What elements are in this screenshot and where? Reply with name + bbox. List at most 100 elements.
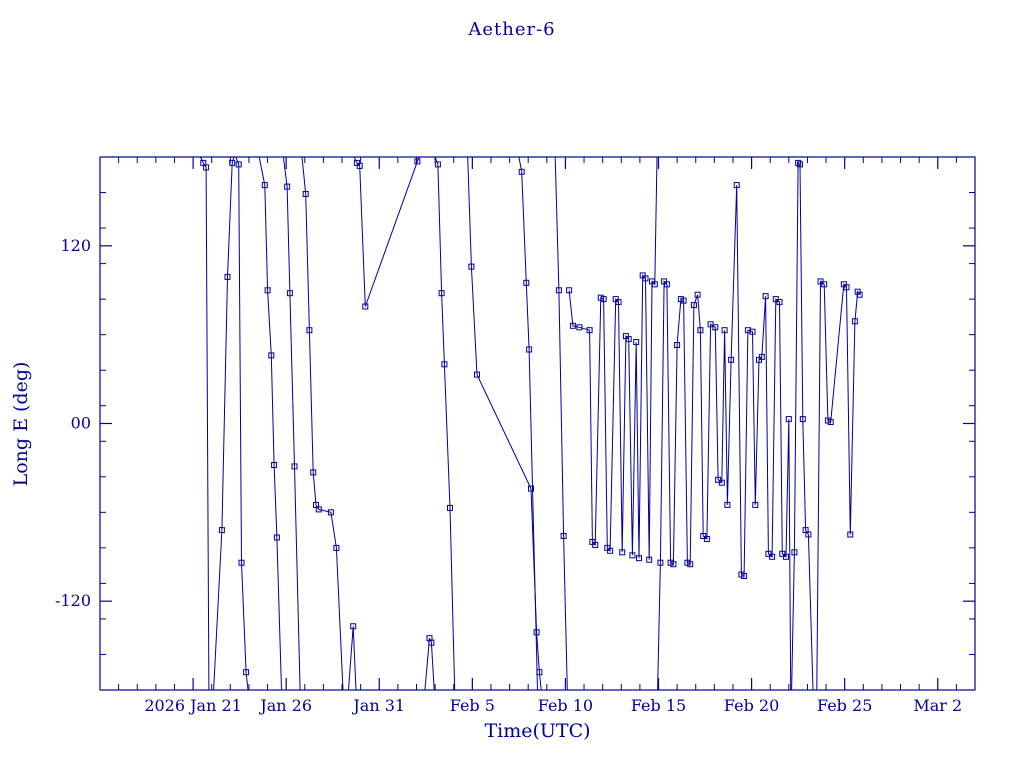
series-line xyxy=(348,626,357,691)
series-line xyxy=(568,156,658,560)
series-line xyxy=(467,156,542,691)
data-point-marker xyxy=(741,573,748,579)
data-point-marker xyxy=(646,556,653,563)
x-axis-title: Time(UTC) xyxy=(484,720,591,742)
data-point-marker xyxy=(302,191,309,197)
data-point-marker xyxy=(468,263,475,270)
data-point-marker xyxy=(523,279,530,286)
data-point-marker xyxy=(851,318,858,325)
series-line xyxy=(424,638,435,691)
data-point-marker xyxy=(687,561,694,568)
data-point-marker xyxy=(657,559,664,566)
data-point-marker xyxy=(284,183,291,190)
data-point-marker xyxy=(680,297,687,304)
data-point-marker xyxy=(697,327,704,334)
data-point-marker xyxy=(762,293,769,300)
series-line xyxy=(434,156,456,691)
series-line xyxy=(816,280,861,691)
y-tick-label: -120 xyxy=(55,591,91,610)
series-line xyxy=(200,156,210,691)
x-tick-label: Feb 15 xyxy=(631,696,686,715)
x-tick-label: Feb 25 xyxy=(817,696,872,715)
data-point-marker xyxy=(555,287,562,294)
y-tick-label: 00 xyxy=(71,414,91,433)
data-point-marker xyxy=(264,287,271,294)
data-point-marker xyxy=(636,555,642,562)
x-tick-label: 2026 Jan 21 xyxy=(144,696,242,715)
data-point-marker xyxy=(306,327,313,334)
data-point-marker xyxy=(560,533,567,539)
data-point-marker xyxy=(238,559,245,566)
series-line xyxy=(301,156,344,691)
data-point-marker xyxy=(749,328,756,335)
data-point-marker xyxy=(694,291,701,298)
data-point-marker xyxy=(752,501,759,508)
series-line xyxy=(258,156,282,691)
data-point-marker xyxy=(795,159,802,166)
series-line xyxy=(791,161,814,691)
data-point-marker xyxy=(310,469,317,476)
series-line xyxy=(657,185,792,691)
data-point-marker xyxy=(769,553,776,560)
data-point-marker xyxy=(674,342,681,348)
data-point-marker xyxy=(758,353,765,360)
data-point-marker xyxy=(268,352,275,359)
x-tick-label: Mar 2 xyxy=(913,696,962,715)
data-point-marker xyxy=(350,623,357,630)
data-point-marker xyxy=(291,463,298,470)
data-point-marker xyxy=(690,302,697,309)
data-point-marker xyxy=(356,162,363,169)
data-point-marker xyxy=(776,299,783,306)
data-point-marker xyxy=(518,168,525,175)
data-point-marker xyxy=(592,541,599,548)
data-point-marker xyxy=(721,327,728,334)
x-tick-label: Feb 5 xyxy=(450,696,495,715)
data-point-marker xyxy=(629,552,636,559)
data-point-marker xyxy=(821,281,828,288)
data-point-marker xyxy=(438,290,445,297)
data-point-marker xyxy=(474,371,480,378)
data-point-marker xyxy=(827,419,834,425)
data-point-marker xyxy=(586,327,593,334)
data-point-marker xyxy=(333,544,340,551)
data-point-marker xyxy=(805,531,812,538)
data-point-marker xyxy=(566,287,573,294)
data-point-marker xyxy=(703,536,710,542)
data-point-marker xyxy=(728,356,735,363)
data-point-marker xyxy=(615,299,622,306)
data-point-marker xyxy=(235,161,242,168)
plot-border xyxy=(99,156,976,691)
data-point-marker xyxy=(783,553,789,560)
data-point-marker xyxy=(528,485,534,492)
data-point-marker xyxy=(633,339,640,346)
series-line xyxy=(554,156,568,691)
data-point-marker xyxy=(286,290,293,297)
x-tick-label: Feb 10 xyxy=(538,696,593,715)
data-point-marker xyxy=(315,506,322,513)
series-line xyxy=(235,156,249,691)
x-tick-label: Jan 31 xyxy=(351,696,405,715)
data-point-marker xyxy=(607,547,614,554)
data-point-marker xyxy=(261,182,268,189)
data-point-marker xyxy=(224,273,231,280)
data-point-marker xyxy=(733,182,740,189)
data-point-marker xyxy=(856,291,863,298)
data-point-marker xyxy=(414,158,421,165)
data-point-marker xyxy=(441,361,448,368)
y-tick-label: 120 xyxy=(60,236,91,255)
series-line xyxy=(353,156,420,307)
data-point-marker xyxy=(526,346,533,353)
x-tick-label: Jan 26 xyxy=(258,696,312,715)
data-point-marker xyxy=(718,479,725,486)
chart-title: Aether-6 xyxy=(468,19,556,40)
data-point-marker xyxy=(724,501,731,508)
data-point-marker xyxy=(569,322,576,329)
data-point-marker xyxy=(327,509,334,516)
data-point-marker xyxy=(426,635,433,642)
data-point-marker xyxy=(847,531,854,538)
data-point-marker xyxy=(619,549,626,556)
data-point-marker xyxy=(799,416,806,423)
data-point-marker xyxy=(576,324,583,331)
